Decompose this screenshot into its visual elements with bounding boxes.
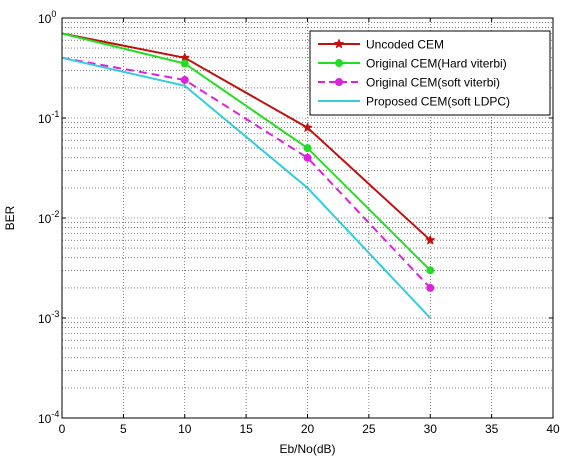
x-tick-label: 10	[178, 422, 192, 436]
legend-entry: Original CEM(Hard viterbi)	[318, 57, 507, 71]
legend: Uncoded CEM Original CEM(Hard viterbi) Ori…	[309, 30, 551, 116]
x-tick-label: 40	[546, 422, 560, 436]
legend-marker	[335, 78, 343, 86]
data-point	[303, 144, 312, 153]
legend-label: Proposed CEM(soft LDPC)	[366, 95, 510, 109]
x-tick-label: 15	[239, 422, 253, 436]
legend-label: Original CEM(Hard viterbi)	[366, 57, 507, 71]
data-point	[302, 122, 313, 133]
legend-entry: Uncoded CEM	[318, 38, 444, 52]
series-2	[61, 32, 435, 275]
x-tick-label: 20	[301, 422, 315, 436]
ticks: 0 5 10 15 20 25 30 35 40 10-4 10-3 10-2 10-1 100	[38, 9, 560, 436]
data-point	[303, 153, 312, 162]
legend-marker	[333, 38, 345, 49]
series-line	[61, 56, 431, 289]
x-tick-label: 30	[424, 422, 438, 436]
series-1	[61, 32, 436, 245]
y-tick-label: 10-1	[38, 109, 59, 126]
y-tick-label: 100	[38, 9, 56, 26]
x-tick-label: 25	[362, 422, 376, 436]
series-3	[61, 56, 435, 292]
y-tick-label: 10-3	[38, 309, 59, 326]
grid	[62, 18, 553, 418]
series-line	[61, 32, 431, 241]
legend-entry: Proposed CEM(soft LDPC)	[318, 95, 510, 109]
legend-marker	[335, 59, 343, 67]
series-layer	[61, 32, 436, 319]
x-tick-label: 35	[485, 422, 499, 436]
series-line	[61, 32, 431, 271]
series-line	[61, 56, 431, 319]
legend-entry: Original CEM(soft viterbi)	[318, 76, 500, 90]
data-point	[180, 75, 189, 84]
data-point	[426, 266, 435, 275]
x-tick-label: 5	[120, 422, 127, 436]
series-4	[61, 56, 431, 319]
data-point	[180, 59, 189, 68]
y-tick-label: 10-4	[38, 409, 59, 426]
data-point	[426, 283, 435, 292]
data-point	[424, 234, 436, 245]
y-tick-label: 10-2	[38, 209, 59, 226]
x-tick-label: 0	[59, 422, 66, 436]
legend-label: Uncoded CEM	[366, 38, 444, 52]
y-axis-label: BER	[3, 205, 17, 230]
x-axis-label: Eb/No(dB)	[279, 442, 335, 456]
legend-label: Original CEM(soft viterbi)	[366, 76, 500, 90]
